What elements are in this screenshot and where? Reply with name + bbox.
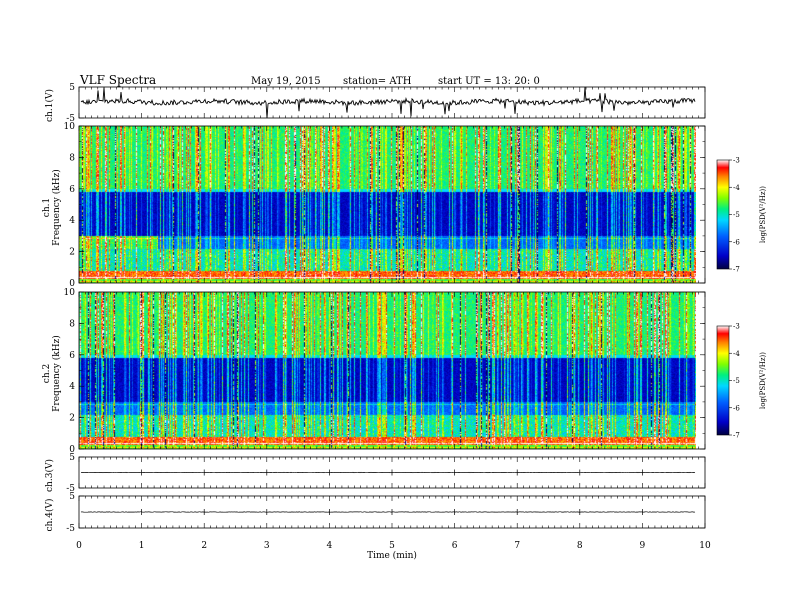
colorbar-tick-label: -5: [733, 211, 740, 219]
y-axis-label: ch.1(V): [44, 89, 55, 122]
y-axis-label: ch.3(V): [44, 459, 55, 492]
x-axis-label: Time (min): [367, 550, 417, 561]
y-tick-label: 2: [69, 414, 75, 424]
colorbar-tick-label: -5: [733, 377, 740, 385]
x-tick-label: 9: [640, 541, 646, 551]
y-tick-label: 5: [69, 453, 75, 463]
colorbar-tick-label: -7: [733, 432, 740, 440]
x-tick-label: 8: [577, 541, 583, 551]
spectrogram-image-ch1-spectrogram: [79, 126, 696, 283]
x-tick-label: 5: [389, 541, 395, 551]
x-tick-label: 10: [699, 541, 711, 551]
y-axis-label: Frequency (kHz): [51, 169, 62, 246]
y-axis-label: Frequency (kHz): [51, 335, 62, 412]
y-tick-label: 10: [64, 122, 76, 132]
y-tick-label: 10: [64, 288, 76, 298]
colorbar-ch1-spectrogram: [716, 159, 730, 270]
x-tick-label: 3: [264, 541, 270, 551]
colorbar-tick-label: -4: [733, 184, 740, 192]
y-tick-label: -5: [66, 524, 75, 534]
colorbar-tick-label: -7: [733, 266, 740, 274]
x-tick-label: 4: [327, 541, 333, 551]
y-tick-label: 0: [69, 445, 75, 455]
y-tick-label: 8: [69, 319, 75, 329]
y-tick-label: 8: [69, 153, 75, 163]
x-tick-label: 2: [201, 541, 207, 551]
colorbar-tick-label: -4: [733, 350, 740, 358]
y-tick-label: -5: [66, 484, 75, 494]
y-tick-label: 2: [69, 248, 75, 258]
trace-ch1: [80, 86, 696, 119]
x-tick-label: 6: [452, 541, 458, 551]
colorbar-tick-label: -3: [733, 157, 740, 165]
y-tick-label: 0: [69, 279, 75, 289]
y-tick-label: 4: [69, 382, 75, 392]
start-time-label: start UT = 13: 20: 0: [438, 76, 540, 87]
colorbar-tick-label: -6: [733, 404, 740, 412]
y-axis-channel-label: ch.2: [42, 364, 52, 383]
x-tick-label: 0: [76, 541, 82, 551]
colorbar-tick-label: -6: [733, 238, 740, 246]
spectrogram-image-ch2-spectrogram: [79, 292, 696, 449]
y-tick-label: 6: [69, 351, 75, 361]
y-axis-label: ch.4(V): [44, 499, 55, 532]
x-tick-label: 7: [514, 541, 520, 551]
colorbar-ch2-spectrogram: [716, 325, 730, 436]
colorbar-tick-label: -3: [733, 323, 740, 331]
station-label: station= ATH: [343, 76, 412, 87]
y-tick-label: 5: [69, 492, 75, 502]
date-label: May 19, 2015: [251, 76, 321, 87]
chart-title: VLF Spectra: [80, 73, 157, 87]
y-tick-label: 6: [69, 185, 75, 195]
colorbar-label: log(PSD(V²/Hz)): [759, 352, 767, 409]
y-axis-channel-label: ch.1: [42, 198, 52, 217]
y-tick-label: 5: [69, 83, 75, 93]
y-tick-label: 4: [69, 216, 75, 226]
colorbar-label: log(PSD(V²/Hz)): [759, 186, 767, 243]
x-tick-label: 1: [139, 541, 145, 551]
y-tick-label: -5: [66, 114, 75, 124]
